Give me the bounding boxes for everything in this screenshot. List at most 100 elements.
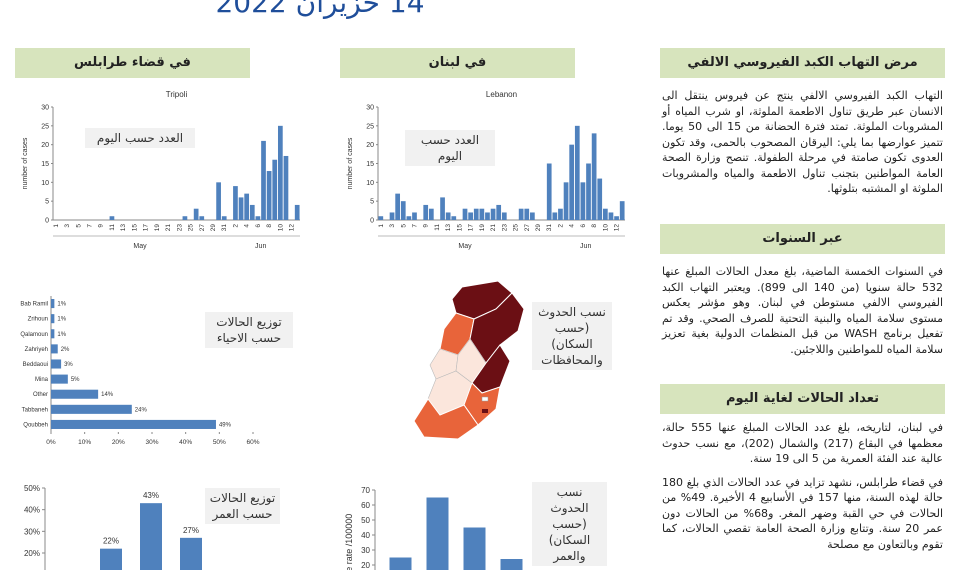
x-tick-label: 21 [490, 224, 497, 232]
bar [574, 125, 580, 220]
value-label: 24% [135, 407, 148, 413]
bar [266, 171, 272, 220]
section-heading: مرض التهاب الكبد الفيروسي الالفي [660, 48, 945, 78]
y-axis-label: number of cases [347, 137, 354, 189]
chart-caption: نسب الحدوث (حسب السكان) والمحافظات [532, 302, 612, 370]
bar [479, 208, 485, 220]
bar [272, 159, 278, 220]
bar [51, 344, 58, 354]
x-tick-label: 13 [120, 224, 127, 232]
y-tick-label: Qoubbeh [23, 422, 48, 428]
y-tick-label: Zrihoun [28, 317, 48, 323]
y-tick-label: Other [33, 392, 48, 398]
y-tick-label: 20 [41, 142, 49, 149]
x-tick-label: 9 [98, 224, 105, 228]
bar [500, 559, 523, 570]
bar [283, 155, 289, 220]
x-tick-label: 23 [501, 224, 508, 232]
y-tick-label: 30 [366, 105, 374, 112]
x-tick-label: 4 [569, 224, 576, 228]
bar [440, 197, 445, 220]
section-text: في لبنان، لتاريخه، بلغ عدد الحالات المبل… [662, 420, 943, 560]
column-header: في لبنان [340, 48, 575, 78]
y-tick-label: Tabbaneh [22, 407, 48, 413]
bar [193, 208, 199, 220]
bar [255, 216, 261, 220]
x-tick-label: 4 [244, 224, 251, 228]
value-label: 14% [101, 392, 114, 398]
x-tick-label: 6 [255, 224, 262, 228]
x-tick-label: 0% [46, 439, 56, 446]
x-tick-label: 25 [188, 224, 195, 232]
x-tick-label: 27 [524, 224, 531, 232]
y-tick-label: 70 [361, 486, 370, 495]
legend-swatch [482, 403, 488, 407]
bar [518, 208, 524, 220]
bar [608, 212, 614, 220]
x-tick-label: 1 [53, 224, 60, 228]
bar [412, 212, 417, 220]
x-tick-label: 17 [468, 224, 475, 232]
bar [109, 216, 115, 220]
bar [569, 144, 575, 220]
bar [180, 537, 202, 570]
x-tick-label: 7 [411, 224, 418, 228]
value-label: 1% [57, 317, 66, 323]
bar [485, 212, 490, 220]
bar [530, 212, 535, 220]
y-tick-label: 30% [24, 527, 40, 536]
bar [426, 497, 449, 570]
y-axis-label: number of cases [22, 137, 29, 189]
bar [244, 193, 250, 220]
bar [614, 216, 619, 220]
y-axis-label: ence rate /100000 [344, 514, 354, 570]
chart-title: Tripoli [166, 90, 188, 99]
bar [445, 212, 451, 220]
bar [501, 212, 507, 220]
y-tick-label: 30 [41, 105, 49, 112]
y-tick-label: 40 [361, 531, 370, 540]
y-tick-label: 15 [41, 161, 49, 168]
bar [51, 329, 55, 339]
x-tick-label: 10 [277, 224, 284, 232]
bar [221, 216, 227, 220]
x-tick-label: 5 [75, 224, 82, 228]
bar [233, 186, 238, 220]
bar [395, 193, 401, 220]
x-tick-label: 2 [557, 224, 564, 228]
chart-caption: توزيع الحالات حسب العمر [205, 488, 280, 524]
value-label: 49% [219, 422, 232, 428]
y-tick-label: 30 [361, 546, 370, 555]
section-text: التهاب الكبد الفيروسي الالفي ينتج عن فير… [662, 88, 943, 205]
bar [524, 208, 530, 220]
paragraph: في لبنان، لتاريخه، بلغ عدد الحالات المبل… [662, 421, 944, 465]
bar [400, 201, 406, 220]
bar [51, 389, 99, 399]
x-tick-label: 17 [143, 224, 150, 232]
bar [462, 208, 468, 220]
chart: 0% 10% 20% 30% 40% 50% 60% Bab Ramil 1% Zrihoun 1%… [20, 296, 260, 446]
bar [563, 182, 569, 220]
y-tick-label: 25 [366, 123, 374, 130]
y-tick-label: 5 [45, 199, 49, 206]
x-tick-label: 9 [423, 224, 430, 228]
bar [552, 212, 558, 220]
y-tick-label: 10 [366, 180, 374, 187]
x-tick-label: 12 [614, 224, 621, 232]
bar [100, 548, 122, 570]
value-label: 1% [57, 332, 66, 338]
section-heading: عبر السنوات [660, 224, 945, 254]
y-tick-label: 20 [366, 142, 374, 149]
bar [473, 208, 479, 220]
y-tick-label: Bab Ramil [20, 302, 48, 308]
x-tick-label: 7 [86, 224, 93, 228]
y-tick-label: 50 [361, 516, 370, 525]
x-tick-label: 13 [445, 224, 452, 232]
legend-swatch [481, 396, 489, 402]
bar [216, 182, 221, 220]
bar [428, 208, 434, 220]
bar [586, 163, 591, 220]
bar [591, 133, 597, 220]
value-label: 22% [103, 537, 119, 546]
